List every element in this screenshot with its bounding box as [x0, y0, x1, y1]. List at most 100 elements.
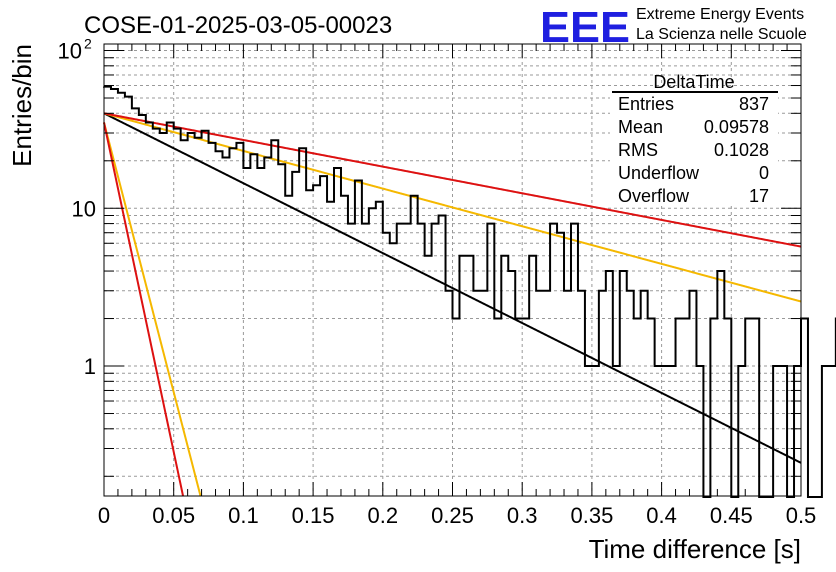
histogram-bin [299, 148, 306, 496]
stats-box: DeltaTime Entries 837 Mean 0.09578 RMS 0.1028… [610, 72, 778, 206]
histogram-bin [710, 319, 717, 496]
eee-logo-line2: La Scienza nelle Scuole [636, 26, 807, 43]
axis-ticks: 0 0.05 0.1 0.15 0.2 0.25 0.3 0.35 0.4 0.45 0.5 1 10 1… [58, 36, 817, 528]
histogram-bin [306, 190, 313, 496]
stats-row-label: Mean [618, 117, 663, 137]
histogram-bin [195, 138, 202, 496]
stats-row-label: Underflow [618, 163, 700, 183]
x-tick-label: 0.45 [710, 503, 753, 528]
histogram-bin [118, 93, 125, 496]
histogram-bin [501, 256, 508, 496]
histogram-bin [418, 224, 425, 496]
histogram-bin [174, 129, 181, 496]
fit-curve-1 [103, 112, 802, 464]
histogram-bin [543, 291, 550, 496]
histogram-bin [641, 291, 648, 496]
chart-title: COSE-01-2025-03-05-00023 [84, 12, 392, 39]
histogram-bin [202, 131, 209, 496]
histogram-bin [571, 224, 578, 496]
histogram-bin [578, 291, 585, 496]
histogram-bin [480, 291, 487, 496]
x-tick-label: 0.5 [786, 503, 817, 528]
histogram-bin [446, 291, 453, 496]
histogram-bin [606, 271, 613, 496]
fit-curve-4 [103, 112, 802, 248]
histogram-bin [292, 172, 299, 496]
stats-title: DeltaTime [653, 72, 734, 92]
x-axis-title: Time difference [s] [589, 534, 801, 564]
histogram-bin [550, 224, 557, 496]
histogram-bin [362, 224, 369, 496]
fit-curve-3 [103, 122, 202, 497]
histogram-bin [327, 202, 334, 496]
y-axis-title: Entries/bin [7, 44, 37, 167]
histogram-bin [627, 291, 634, 496]
histogram [103, 85, 836, 498]
histogram-bin [487, 224, 494, 496]
fit-curve-5 [103, 122, 185, 497]
histogram-bin [229, 148, 236, 496]
stats-row-value: 17 [749, 186, 769, 206]
histogram-bin [717, 271, 724, 496]
histogram-bin [369, 208, 376, 496]
grid [104, 44, 801, 496]
y-tick-label: 10 [72, 196, 96, 221]
eee-logo-text: EEE [540, 3, 630, 52]
x-tick-label: 0.15 [292, 503, 335, 528]
histogram-bin [334, 168, 341, 496]
histogram-bin [752, 319, 759, 496]
histogram-bin [383, 233, 390, 496]
histogram-bin [620, 271, 627, 496]
histogram-bin [432, 224, 439, 496]
histogram-bin [466, 256, 473, 496]
stats-row-value: 0.09578 [704, 117, 769, 137]
histogram-bin [160, 133, 167, 496]
histogram-bin [801, 319, 808, 496]
histogram-bin [376, 202, 383, 496]
x-tick-label: 0 [98, 503, 110, 528]
eee-logo-line1: Extreme Energy Events [636, 6, 804, 23]
x-tick-label: 0.35 [570, 503, 613, 528]
histogram-bin [494, 319, 501, 496]
histogram-bin [236, 143, 243, 496]
histogram-bin [188, 133, 195, 496]
histogram-bin [536, 291, 543, 496]
stats-row-value: 837 [739, 94, 769, 114]
histogram-bin [599, 291, 606, 496]
histogram-bin [411, 196, 418, 496]
histogram-bin [557, 233, 564, 496]
histogram-bin [564, 291, 571, 496]
histogram-bin [313, 185, 320, 496]
y-tick-label-exponent: 2 [84, 36, 92, 52]
stats-row-label: Overflow [618, 186, 690, 206]
histogram-bin [250, 154, 257, 496]
histogram-bin [515, 319, 522, 496]
y-tick-label: 10 [58, 39, 82, 64]
eee-logo: EEE Extreme Energy Events La Scienza nel… [540, 3, 807, 52]
x-tick-label: 0.4 [646, 503, 677, 528]
x-tick-label: 0.2 [368, 503, 399, 528]
stats-row-label: Entries [618, 94, 674, 114]
histogram-bin [216, 151, 223, 496]
histogram-bin [390, 243, 397, 496]
histogram-bin [425, 256, 432, 496]
histogram-bin [439, 215, 446, 496]
histogram-bin [529, 256, 536, 496]
x-tick-label: 0.05 [152, 503, 195, 528]
x-tick-label: 0.1 [228, 503, 259, 528]
histogram-bin [341, 196, 348, 496]
histogram-bin [522, 319, 529, 496]
histogram-bin [634, 319, 641, 496]
stats-row-value: 0 [759, 163, 769, 183]
histogram-bin [724, 319, 731, 496]
histogram-line [103, 85, 836, 498]
histogram-bin [257, 168, 264, 496]
histogram-bin [676, 319, 683, 496]
stats-row-label: RMS [618, 140, 658, 160]
histogram-bin [125, 97, 132, 496]
x-tick-label: 0.3 [507, 503, 538, 528]
histogram-bin [689, 291, 696, 496]
histogram-bin [745, 319, 752, 496]
fit-curves [103, 112, 802, 497]
